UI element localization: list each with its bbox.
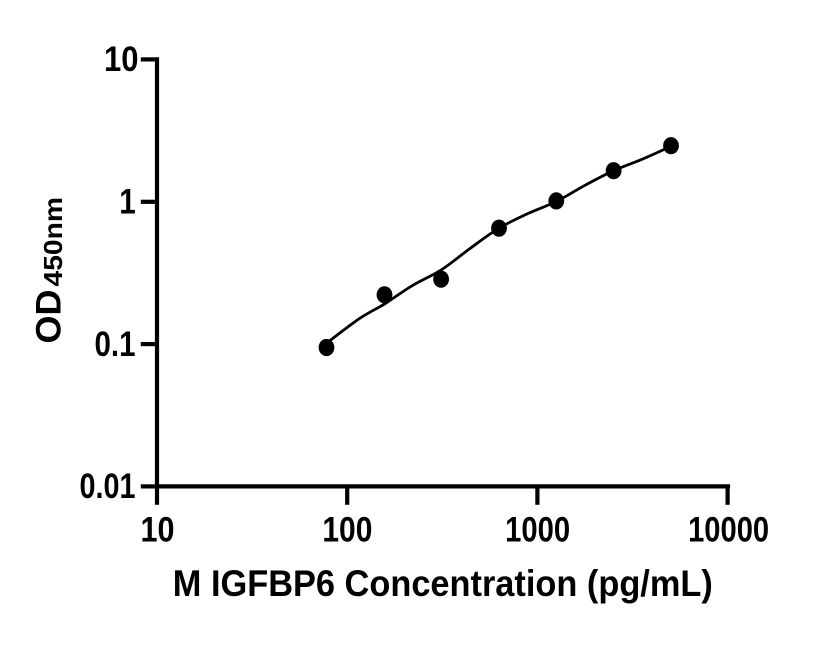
svg-text:100: 100 bbox=[322, 510, 372, 549]
svg-text:10: 10 bbox=[141, 510, 175, 549]
svg-text:1: 1 bbox=[119, 183, 136, 222]
svg-text:450nm: 450nm bbox=[38, 197, 68, 287]
svg-text:0.1: 0.1 bbox=[95, 325, 136, 364]
svg-text:M IGFBP6 Concentration (pg/mL): M IGFBP6 Concentration (pg/mL) bbox=[173, 563, 713, 604]
svg-text:10000: 10000 bbox=[688, 510, 769, 549]
svg-text:OD: OD bbox=[29, 290, 69, 344]
svg-text:0.01: 0.01 bbox=[80, 467, 136, 506]
svg-text:1000: 1000 bbox=[505, 510, 570, 549]
svg-text:10: 10 bbox=[104, 40, 139, 79]
